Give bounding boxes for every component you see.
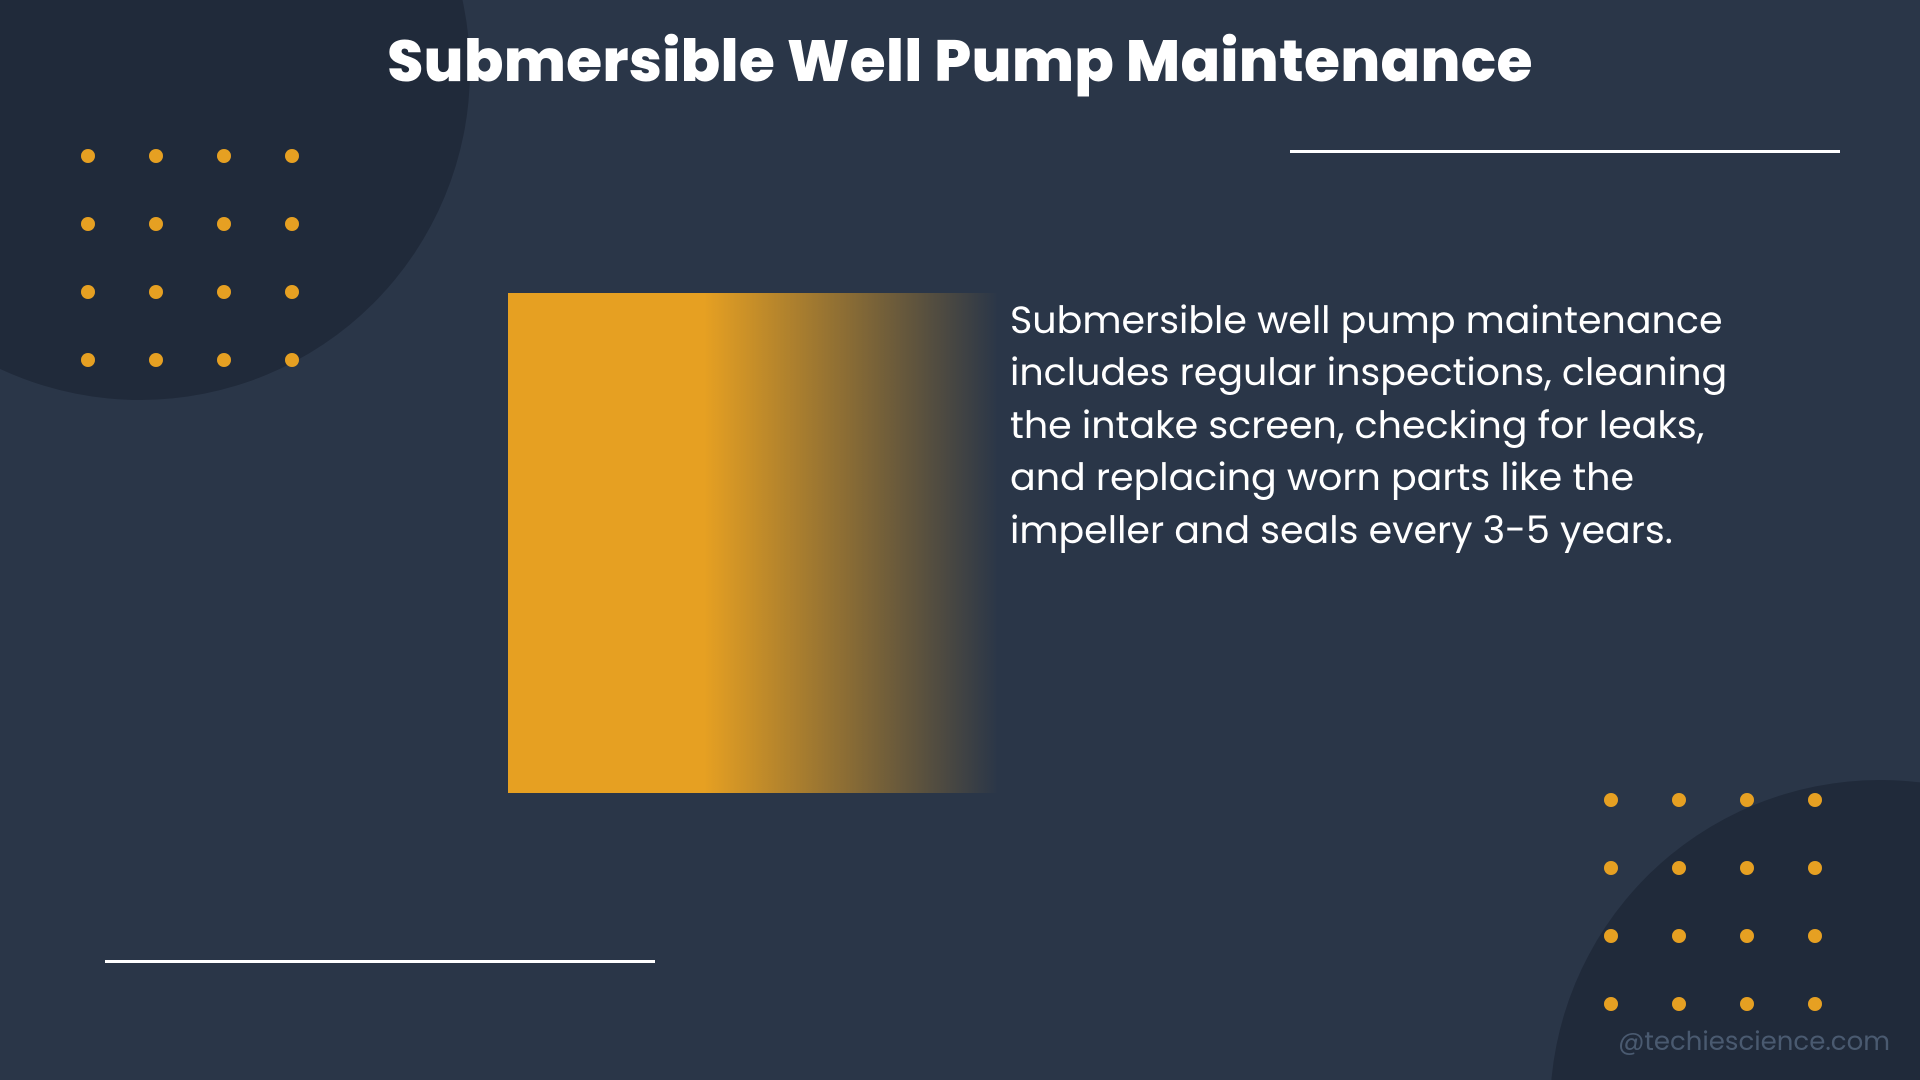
decor-dot (81, 285, 95, 299)
decor-dot (1740, 997, 1754, 1011)
decor-dot (1740, 861, 1754, 875)
decor-dot-grid-bottom-right (1604, 793, 1822, 1011)
decor-dot (81, 353, 95, 367)
decor-dot (1672, 861, 1686, 875)
decor-dot (1604, 861, 1618, 875)
decor-dot-grid-top-left (81, 149, 299, 367)
decor-dot (1672, 793, 1686, 807)
decor-dot (1740, 929, 1754, 943)
decor-dot (1604, 929, 1618, 943)
decor-dot (285, 149, 299, 163)
decor-dot (217, 285, 231, 299)
watermark: @techiescience.com (1618, 1023, 1890, 1062)
decor-line-top-right (1290, 150, 1840, 153)
decor-dot (1808, 793, 1822, 807)
decor-dot (81, 217, 95, 231)
decor-dot (149, 149, 163, 163)
decor-dot (1740, 793, 1754, 807)
decor-dot (1672, 929, 1686, 943)
decor-dot (149, 353, 163, 367)
decor-dot (1672, 997, 1686, 1011)
decor-dot (285, 217, 299, 231)
decor-dot (1808, 997, 1822, 1011)
slide-title: Submersible Well Pump Maintenance (0, 18, 1920, 105)
decor-dot (1808, 861, 1822, 875)
decor-dot (149, 285, 163, 299)
decor-dot (217, 217, 231, 231)
decor-dot (1604, 997, 1618, 1011)
decor-dot (1604, 793, 1618, 807)
decor-dot (217, 149, 231, 163)
decor-line-bottom-left (105, 960, 655, 963)
decor-dot (285, 353, 299, 367)
decor-dot (149, 217, 163, 231)
body-text: Submersible well pump maintenance includ… (1010, 295, 1750, 557)
decor-dot (285, 285, 299, 299)
decor-dot (1808, 929, 1822, 943)
decor-dot (217, 353, 231, 367)
slide: Submersible Well Pump Maintenance Submer… (0, 0, 1920, 1080)
decor-dot (81, 149, 95, 163)
image-placeholder (508, 293, 998, 793)
